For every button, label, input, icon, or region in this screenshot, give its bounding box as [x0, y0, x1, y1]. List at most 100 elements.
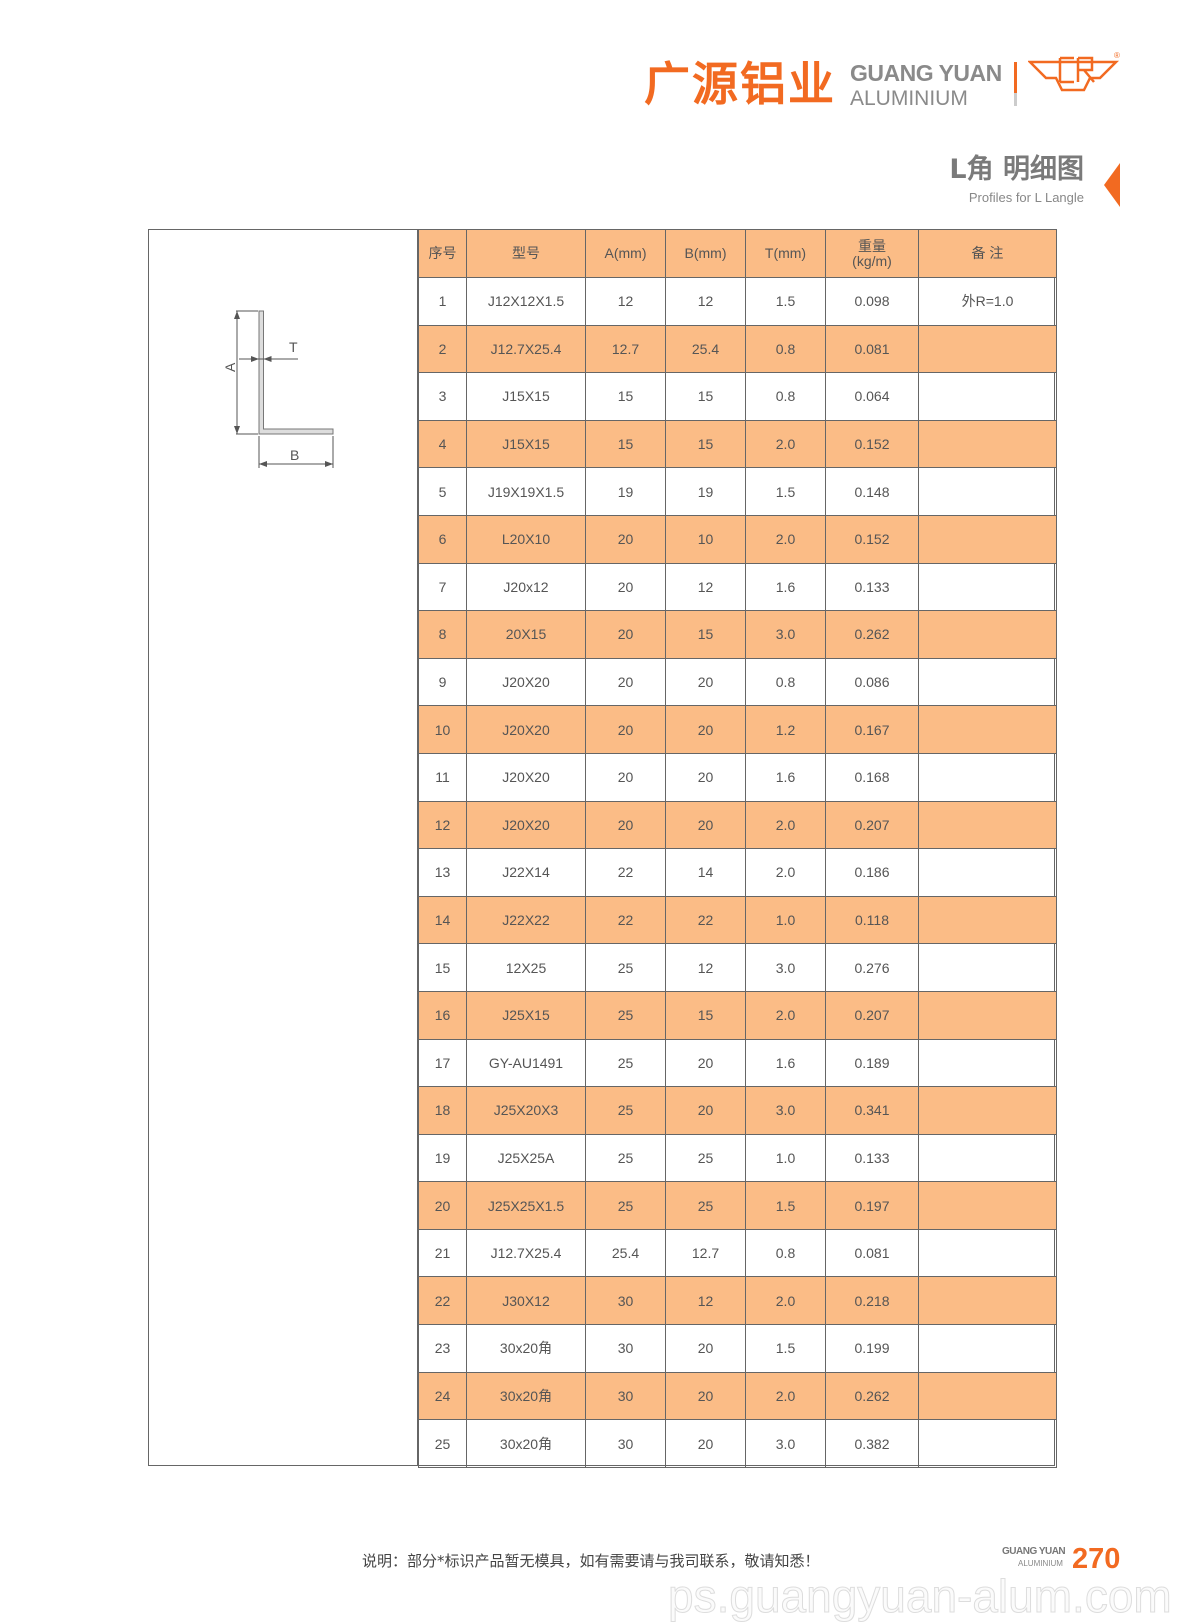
cell-col-remark [918, 1324, 1057, 1373]
cell-col-weight: 0.207 [825, 990, 919, 1040]
cell-col-weight: 0.133 [825, 562, 919, 612]
cell-col-index: 7 [418, 562, 467, 612]
cell-col-index: 9 [418, 657, 467, 707]
cell-col-b: 20 [665, 1419, 746, 1468]
cell-col-a: 20 [585, 610, 666, 659]
cell-col-a: 30 [585, 1324, 666, 1373]
header-col-remark: 备 注 [918, 229, 1057, 278]
footer-brand-line1: GUANG YUAN [1002, 1546, 1066, 1557]
cell-col-b: 20 [665, 705, 746, 754]
cell-col-a: 15 [585, 419, 666, 469]
cell-col-b: 10 [665, 514, 746, 564]
cell-col-t: 2.0 [745, 800, 826, 850]
cell-col-b: 12 [665, 277, 746, 326]
cell-col-remark [918, 752, 1057, 802]
cell-col-model: J25X25X1.5 [466, 1181, 586, 1230]
cell-col-weight: 0.152 [825, 419, 919, 469]
table-row: 23 30x20角 30 20 1.5 0.199 [418, 1324, 1057, 1373]
section-title: L角 明细图 [949, 154, 1084, 185]
cell-col-b: 12.7 [665, 1228, 746, 1278]
footer-brand-line2: ALUMINIUM [1018, 1559, 1063, 1568]
section-subtitle: Profiles for L Langle [968, 190, 1084, 205]
cell-col-weight: 0.081 [825, 324, 919, 374]
cell-col-t: 0.8 [745, 324, 826, 374]
cell-col-a: 25 [585, 1181, 666, 1230]
cell-col-model: J15X15 [466, 419, 586, 469]
registered-mark: ® [1114, 51, 1120, 60]
cell-col-model: GY-AU1491 [466, 1038, 586, 1088]
cr-logo-mark-icon: ® [1028, 51, 1120, 92]
cell-col-index: 22 [418, 1276, 467, 1326]
cell-col-t: 2.0 [745, 419, 826, 469]
cell-col-model: L20X10 [466, 514, 586, 564]
cell-col-index: 12 [418, 800, 467, 850]
cell-col-b: 14 [665, 848, 746, 897]
table-row: 15 12X25 25 12 3.0 0.276 [418, 943, 1057, 992]
cell-col-weight: 0.133 [825, 1133, 919, 1183]
header-col-weight: 重量 (kg/m) [825, 229, 919, 278]
table-row: 3 J15X15 15 15 0.8 0.064 [418, 372, 1057, 421]
cell-col-b: 20 [665, 800, 746, 850]
table-row: 9 J20X20 20 20 0.8 0.086 [418, 657, 1057, 707]
cell-col-index: 23 [418, 1324, 467, 1373]
cell-col-index: 17 [418, 1038, 467, 1088]
table-row: 12 J20X20 20 20 2.0 0.207 [418, 800, 1057, 850]
cell-col-model: J25X25A [466, 1133, 586, 1183]
cell-col-remark [918, 1086, 1057, 1135]
cell-col-index: 2 [418, 324, 467, 374]
cell-col-b: 19 [665, 467, 746, 516]
cell-col-t: 1.6 [745, 562, 826, 612]
cell-col-b: 20 [665, 752, 746, 802]
l-angle-profile-diagram: A T B [222, 310, 334, 468]
cell-col-t: 1.5 [745, 277, 826, 326]
cell-col-weight: 0.118 [825, 895, 919, 945]
header-col-index: 序号 [418, 229, 467, 278]
cell-col-weight: 0.197 [825, 1181, 919, 1230]
cell-col-index: 13 [418, 848, 467, 897]
cell-col-model: J20x12 [466, 562, 586, 612]
cell-col-index: 24 [418, 1371, 467, 1421]
dimension-label-a: A [222, 362, 238, 372]
cell-col-model: J25X20X3 [466, 1086, 586, 1135]
cell-col-weight: 0.341 [825, 1086, 919, 1135]
cell-col-index: 14 [418, 895, 467, 945]
cell-col-t: 1.6 [745, 1038, 826, 1088]
cell-col-weight: 0.199 [825, 1324, 919, 1373]
cell-col-model: 30x20角 [466, 1371, 586, 1421]
cell-col-index: 11 [418, 752, 467, 802]
cell-col-a: 19 [585, 467, 666, 516]
cell-col-index: 21 [418, 1228, 467, 1278]
cell-col-a: 12.7 [585, 324, 666, 374]
cell-col-b: 12 [665, 1276, 746, 1326]
cell-col-t: 1.5 [745, 1181, 826, 1230]
cell-col-a: 12 [585, 277, 666, 326]
cell-col-weight: 0.262 [825, 1371, 919, 1421]
cell-col-a: 22 [585, 848, 666, 897]
cell-col-remark [918, 419, 1057, 469]
cell-col-t: 1.0 [745, 895, 826, 945]
cell-col-t: 2.0 [745, 514, 826, 564]
cell-col-remark [918, 895, 1057, 945]
cell-col-index: 15 [418, 943, 467, 992]
cell-col-model: J20X20 [466, 657, 586, 707]
cell-col-remark [918, 943, 1057, 992]
cell-col-weight: 0.382 [825, 1419, 919, 1468]
cell-col-index: 8 [418, 610, 467, 659]
cell-col-b: 20 [665, 657, 746, 707]
cell-col-model: J20X20 [466, 800, 586, 850]
footer-note: 说明：部分*标识产品暂无模具，如有需要请与我司联系，敬请知悉！ [362, 1552, 820, 1570]
cell-col-weight: 0.064 [825, 372, 919, 421]
cell-col-weight: 0.098 [825, 277, 919, 326]
cell-col-t: 1.2 [745, 705, 826, 754]
cell-col-weight: 0.086 [825, 657, 919, 707]
cell-col-remark [918, 705, 1057, 754]
cell-col-remark [918, 467, 1057, 516]
cell-col-remark [918, 1228, 1057, 1278]
page-number: 270 [1072, 1543, 1121, 1575]
cell-col-t: 1.5 [745, 467, 826, 516]
cell-col-model: 12X25 [466, 943, 586, 992]
cell-col-t: 2.0 [745, 1371, 826, 1421]
cell-col-b: 25 [665, 1181, 746, 1230]
cell-col-index: 16 [418, 990, 467, 1040]
cell-col-remark [918, 1276, 1057, 1326]
